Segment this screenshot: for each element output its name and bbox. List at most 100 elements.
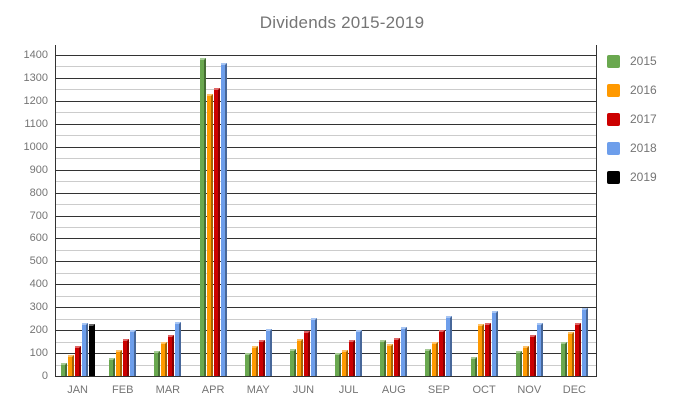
gridline-major (55, 307, 597, 309)
x-axis-label: MAY (246, 384, 270, 396)
y-axis-label: 600 (29, 232, 48, 245)
gridline-major (55, 353, 597, 355)
gridline-minor (55, 135, 597, 137)
gridline-minor (55, 89, 597, 91)
bar-2016-apr (206, 93, 213, 376)
gridline-major (55, 123, 597, 125)
gridline-minor (55, 181, 597, 183)
y-axis-label: 800 (29, 186, 48, 199)
gridline-minor (55, 112, 597, 114)
y-axis-label: 1100 (24, 117, 48, 130)
gridline-major (55, 100, 597, 102)
gridline-major (55, 146, 597, 148)
bar-2016-aug (387, 343, 394, 376)
x-axis-label: MAR (155, 384, 181, 396)
y-axis-label: 400 (29, 278, 48, 291)
gridline-minor (55, 204, 597, 206)
bar-2018-nov (536, 323, 543, 376)
y-axis-label: 500 (29, 255, 48, 268)
bar-2016-sep (432, 341, 439, 376)
bar-2015-may (244, 353, 251, 376)
chart-title: Dividends 2015-2019 (259, 13, 425, 32)
legend-label: 2017 (630, 112, 657, 126)
bar-2018-jan (81, 323, 88, 376)
legend-label: 2015 (630, 54, 657, 68)
x-axis-label: OCT (472, 384, 496, 396)
gridline-major (55, 169, 597, 171)
legend-item-2016: 2016 (607, 83, 657, 97)
bar-2017-sep (439, 330, 446, 376)
bar-2017-dec (574, 323, 581, 376)
gridline-major (55, 238, 597, 240)
bar-2015-sep (425, 348, 432, 376)
bar-2019-jan (88, 324, 95, 376)
gridline-minor (55, 364, 597, 366)
bar-2017-jun (303, 331, 310, 376)
gridline-minor (55, 66, 597, 68)
legend-item-2015: 2015 (607, 54, 657, 68)
bar-2015-aug (380, 340, 387, 376)
bar-2015-apr (199, 58, 206, 376)
gridline-major (55, 261, 597, 263)
gridline-minor (55, 226, 597, 228)
bar-2018-mar (175, 322, 182, 376)
axis-baseline (55, 376, 597, 377)
bar-2018-jun (310, 317, 317, 376)
bar-2018-feb (130, 330, 137, 376)
bar-2016-jan (67, 355, 74, 376)
bar-2016-feb (116, 349, 123, 376)
axis-line-right (596, 45, 597, 376)
bar-2017-aug (394, 338, 401, 376)
bar-2016-oct (477, 324, 484, 376)
gridline-minor (55, 158, 597, 160)
y-axis-label: 1300 (23, 71, 48, 84)
legend-item-2017: 2017 (607, 112, 657, 126)
bar-2016-jul (342, 349, 349, 376)
legend-label: 2019 (630, 170, 657, 184)
legend-label: 2018 (630, 141, 657, 155)
legend-label: 2016 (630, 83, 657, 97)
bar-2015-jun (289, 348, 296, 376)
x-axis-label: FEB (112, 384, 134, 396)
bar-2017-nov (529, 334, 536, 376)
bar-2018-dec (581, 308, 588, 376)
y-axis-label: 0 (41, 370, 48, 382)
legend: 2015 2016 2017 2018 2019 (607, 54, 657, 199)
gridline-minor (55, 295, 597, 297)
x-axis-label: NOV (517, 384, 542, 396)
y-axis-label: 900 (29, 163, 48, 176)
bar-2018-may (265, 329, 272, 376)
bar-2016-jun (296, 339, 303, 376)
bar-2015-mar (154, 350, 161, 376)
legend-swatch-2015 (607, 54, 620, 68)
bar-2017-feb (123, 339, 130, 376)
y-axis-label: 1000 (23, 140, 48, 153)
y-axis-label: 1200 (23, 94, 48, 107)
bar-2018-sep (446, 316, 453, 376)
bar-2015-oct (470, 356, 477, 376)
gridline-major (55, 215, 597, 217)
legend-swatch-2019 (607, 170, 620, 184)
bar-2017-jan (74, 346, 81, 376)
y-axis-label: 100 (29, 347, 48, 360)
bar-2015-nov (515, 350, 522, 376)
plot-area (55, 45, 597, 377)
bar-2016-dec (567, 332, 574, 376)
bar-2016-may (251, 346, 258, 376)
bar-2017-may (258, 340, 265, 376)
bar-2017-mar (168, 334, 175, 376)
bar-2015-feb (109, 357, 116, 376)
x-axis-label: JUL (338, 384, 359, 396)
bar-2015-dec (560, 341, 567, 376)
gridline-major (55, 55, 597, 56)
legend-item-2019: 2019 (607, 170, 657, 184)
gridline-minor (55, 249, 597, 251)
bar-2015-jan (60, 363, 67, 376)
bar-2018-oct (491, 310, 498, 376)
bar-2018-aug (401, 326, 408, 376)
gridline-minor (55, 341, 597, 343)
y-axis-label: 300 (29, 301, 48, 314)
bar-2018-jul (356, 330, 363, 376)
y-axis-label: 1400 (23, 49, 48, 61)
